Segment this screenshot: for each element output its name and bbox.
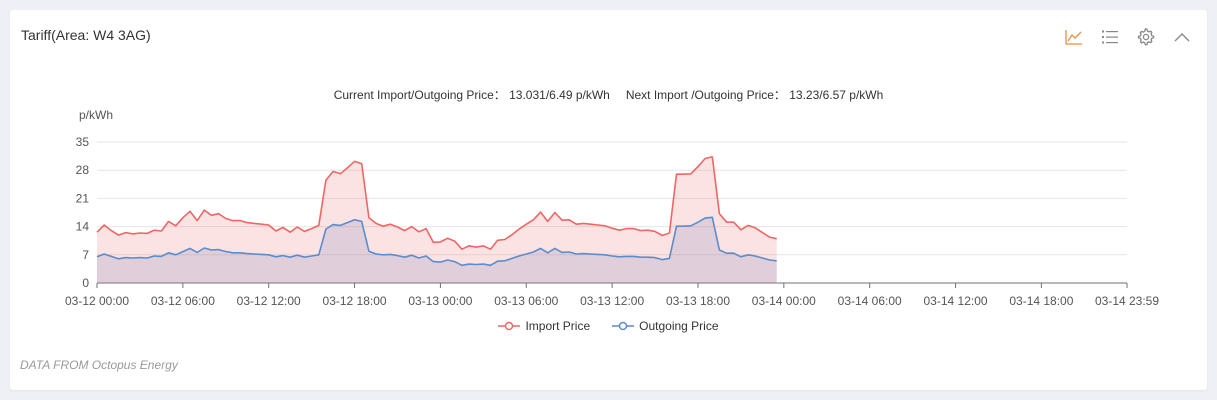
x-tick-label: 03-14 18:00 [1009, 294, 1073, 308]
tariff-card: Tariff(Area: W4 3AG) [10, 10, 1207, 390]
y-tick-label: 0 [82, 276, 89, 290]
next-price-label: Next Import /Outgoing Price： 13.23/6.57 … [625, 88, 884, 102]
x-tick-label: 03-13 12:00 [580, 294, 644, 308]
series-line-outgoing [96, 216, 777, 267]
x-tick-label: 03-13 18:00 [666, 294, 730, 308]
card-title: Tariff(Area: W4 3AG) [21, 27, 151, 43]
x-tick-label: 03-13 06:00 [494, 294, 558, 308]
y-tick-label: 21 [76, 191, 90, 205]
x-tick-label: 03-14 00:00 [752, 294, 816, 308]
x-tick-label: 03-12 00:00 [65, 294, 129, 308]
x-tick-label: 03-14 06:00 [838, 294, 902, 308]
list-icon[interactable] [1099, 26, 1121, 48]
chart-legend: Import Price Outgoing Price [10, 319, 1207, 333]
x-tick-label: 03-12 12:00 [237, 294, 301, 308]
legend-item-outgoing[interactable]: Outgoing Price [612, 319, 719, 333]
gear-icon[interactable] [1135, 26, 1157, 48]
card-toolbar [1063, 26, 1193, 48]
y-tick-label: 28 [76, 163, 90, 177]
series-line-import [96, 156, 777, 250]
x-tick-label: 03-14 12:00 [924, 294, 988, 308]
x-tick-label: 03-12 06:00 [151, 294, 215, 308]
legend-label-import: Import Price [525, 319, 591, 333]
series-area-import [97, 156, 777, 283]
x-tick-label: 03-14 23:59 [1095, 294, 1159, 308]
price-summary: Current Import/Outgoing Price： 13.031/6.… [10, 86, 1207, 103]
tariff-chart: 0 7 14 21 28 35 p/kWh 03-12 00:00 03-12 06:00 03-… [65, 108, 1159, 308]
x-tick-label: 03-12 18:00 [323, 294, 387, 308]
data-source-note: DATA FROM Octopus Energy [20, 358, 178, 372]
y-tick-label: 14 [76, 220, 90, 234]
line-chart-icon[interactable] [1063, 26, 1085, 48]
series-area-outgoing [97, 217, 777, 283]
chevron-up-icon[interactable] [1171, 26, 1193, 48]
y-tick-label: 35 [76, 135, 90, 149]
legend-label-outgoing: Outgoing Price [639, 319, 719, 333]
current-price-label: Current Import/Outgoing Price： 13.031/6.… [333, 88, 610, 102]
legend-item-import[interactable]: Import Price [498, 319, 590, 333]
y-axis-label: p/kWh [79, 108, 113, 122]
import-legend-swatch [498, 321, 521, 331]
outgoing-legend-swatch [612, 321, 635, 331]
y-tick-label: 7 [82, 248, 89, 262]
x-tick-label: 03-13 00:00 [408, 294, 472, 308]
